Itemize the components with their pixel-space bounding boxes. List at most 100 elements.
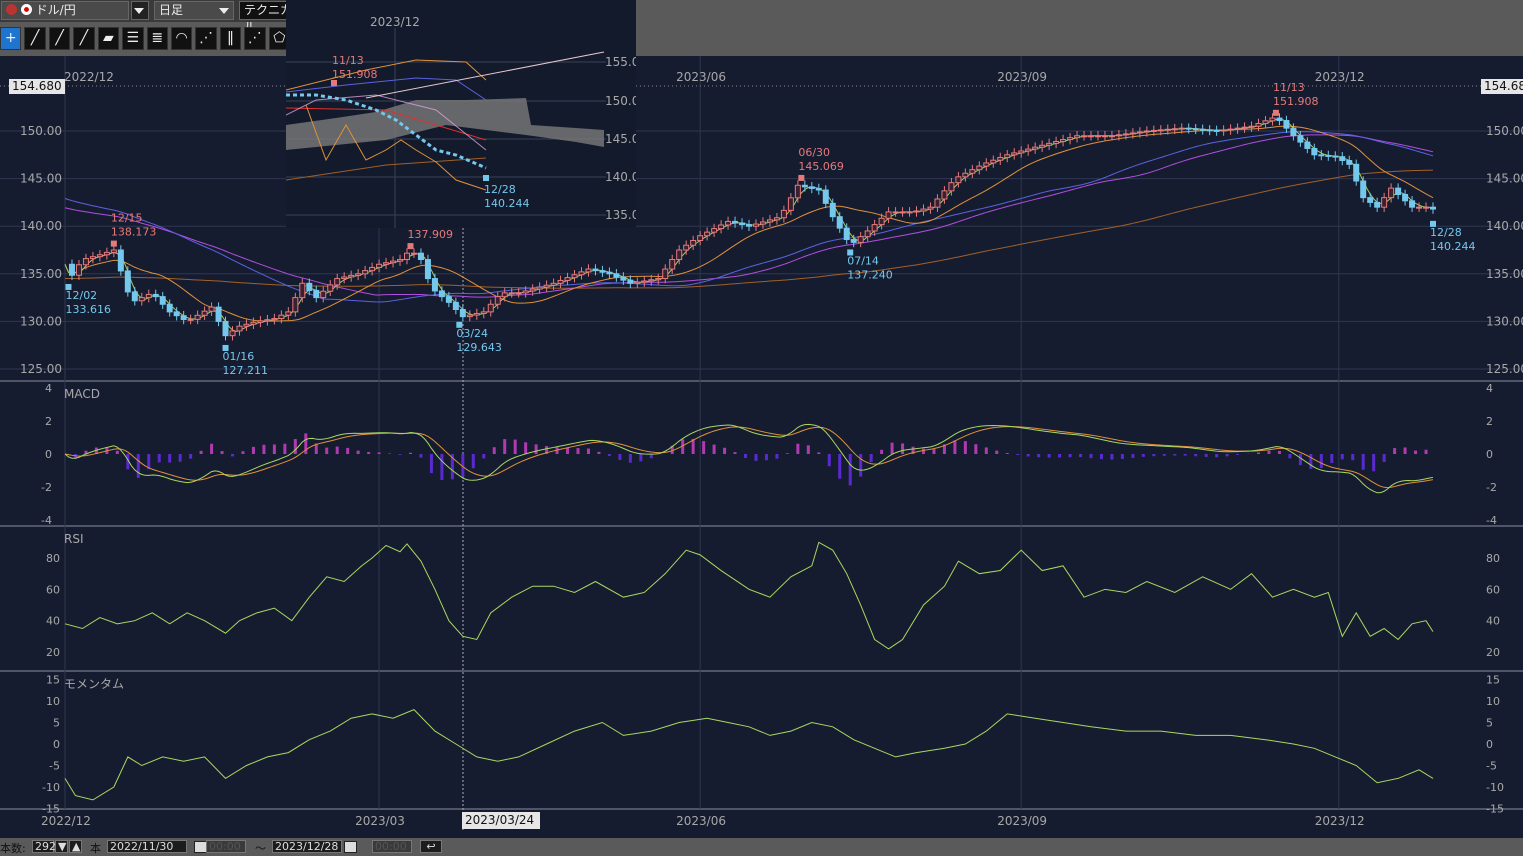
candle [781, 210, 786, 217]
macd-histogram-bar [1341, 454, 1344, 459]
to-time-input[interactable]: 00:00 [372, 840, 412, 853]
candle [572, 275, 577, 278]
macd-histogram-bar [1215, 454, 1218, 457]
macd-histogram-bar [493, 447, 496, 454]
candle [949, 183, 954, 191]
macd-histogram-bar [273, 444, 276, 454]
from-time-input[interactable]: 00:00 [206, 840, 246, 853]
candle [537, 287, 542, 289]
momentum-tick-right: -10 [1486, 781, 1504, 794]
preview-svg: 2023/12 11/13 151.908 12/28 140.244 155.… [286, 0, 636, 228]
candle [223, 321, 228, 335]
candle [788, 198, 793, 211]
macd-histogram-bar [252, 447, 255, 454]
macd-tick-right: 0 [1486, 448, 1493, 461]
momentum-tick-left: 10 [46, 695, 60, 708]
bollinger-upper-line [286, 60, 486, 90]
refresh-button[interactable]: ↩ [420, 840, 442, 853]
candle [97, 255, 102, 257]
candle [551, 283, 556, 285]
candle [1396, 188, 1401, 194]
calendar-icon[interactable] [344, 841, 357, 853]
from-date-input[interactable]: 2022/11/30 [107, 840, 187, 853]
high-marker [111, 241, 117, 247]
candle [104, 252, 109, 254]
candle [816, 188, 821, 190]
candle [1082, 136, 1087, 137]
price-tick-right: 140.00 [1486, 219, 1523, 233]
candle [1095, 136, 1100, 137]
price-tick-left: 130.00 [20, 314, 62, 328]
candle [844, 228, 849, 239]
candle [928, 207, 933, 209]
candle [565, 278, 570, 281]
candle [111, 250, 116, 252]
decrease-count-button[interactable]: ▼ [55, 840, 68, 853]
candle [837, 217, 842, 228]
macd-label: MACD [64, 387, 100, 401]
momentum-line [65, 710, 1433, 800]
macd-histogram-bar [137, 454, 140, 478]
x-axis-label-bottom: 2023/03 [355, 814, 405, 828]
macd-histogram-bar [116, 451, 119, 454]
candle [118, 250, 123, 271]
candle [167, 304, 172, 312]
macd-histogram-bar [168, 454, 171, 463]
candle [495, 297, 500, 305]
candle [712, 229, 717, 233]
macd-histogram-bar [807, 445, 810, 454]
macd-histogram-bar [1372, 454, 1375, 471]
candle [1298, 136, 1303, 142]
candle [1431, 207, 1436, 209]
ichimoku-cloud [286, 98, 604, 150]
macd-histogram-bar [1288, 454, 1291, 458]
candle [1333, 156, 1338, 157]
preview-low-date: 12/28 [484, 183, 516, 196]
macd-histogram-bar [849, 454, 852, 485]
candle [1319, 155, 1324, 156]
bar-count-input[interactable]: 292 [32, 840, 54, 853]
macd-histogram-bar [1121, 454, 1124, 459]
candle [1347, 161, 1352, 165]
candle [90, 257, 95, 259]
macd-histogram-bar [1351, 454, 1354, 460]
macd-histogram-bar [775, 454, 778, 459]
rsi-tick-right: 60 [1486, 583, 1500, 596]
price-tick-right: 150.00 [1486, 124, 1523, 138]
macd-histogram-bar [1090, 454, 1093, 458]
candle [670, 260, 675, 270]
bottom-bar: 本数: 292 ▼ ▲ 本 2022/11/30 00:00 〜 2023/12… [0, 838, 1523, 853]
candle [1165, 129, 1170, 130]
candle [279, 315, 284, 318]
macd-histogram-bar [336, 447, 339, 454]
rsi-tick-right: 20 [1486, 646, 1500, 659]
macd-histogram-bar [1058, 454, 1061, 457]
candle [209, 307, 214, 311]
preview-low-price: 140.244 [484, 197, 530, 210]
macd-histogram-bar [325, 448, 328, 454]
macd-histogram-bar [1299, 454, 1302, 465]
macd-histogram-bar [1037, 454, 1040, 457]
macd-histogram-bar [1079, 454, 1082, 457]
price-tick-right: 130.00 [1486, 314, 1523, 328]
momentum-tick-right: 15 [1486, 674, 1500, 687]
candle [307, 283, 312, 290]
candle [398, 260, 403, 262]
to-date-input[interactable]: 2023/12/28 [272, 840, 342, 853]
candle [1005, 155, 1010, 158]
macd-histogram-bar [974, 444, 977, 454]
macd-histogram-bar [221, 451, 224, 454]
candle [858, 237, 863, 243]
candle [1312, 148, 1317, 154]
candle [286, 312, 291, 315]
preview-low-marker [483, 175, 489, 181]
candle [516, 293, 521, 294]
increase-count-button[interactable]: ▲ [69, 840, 82, 853]
candle [963, 173, 968, 177]
momentum-tick-left: -15 [42, 803, 60, 816]
candle [579, 272, 584, 275]
macd-histogram-bar [189, 454, 192, 459]
macd-histogram-bar [838, 454, 841, 479]
annotation-price: 138.173 [111, 226, 157, 239]
